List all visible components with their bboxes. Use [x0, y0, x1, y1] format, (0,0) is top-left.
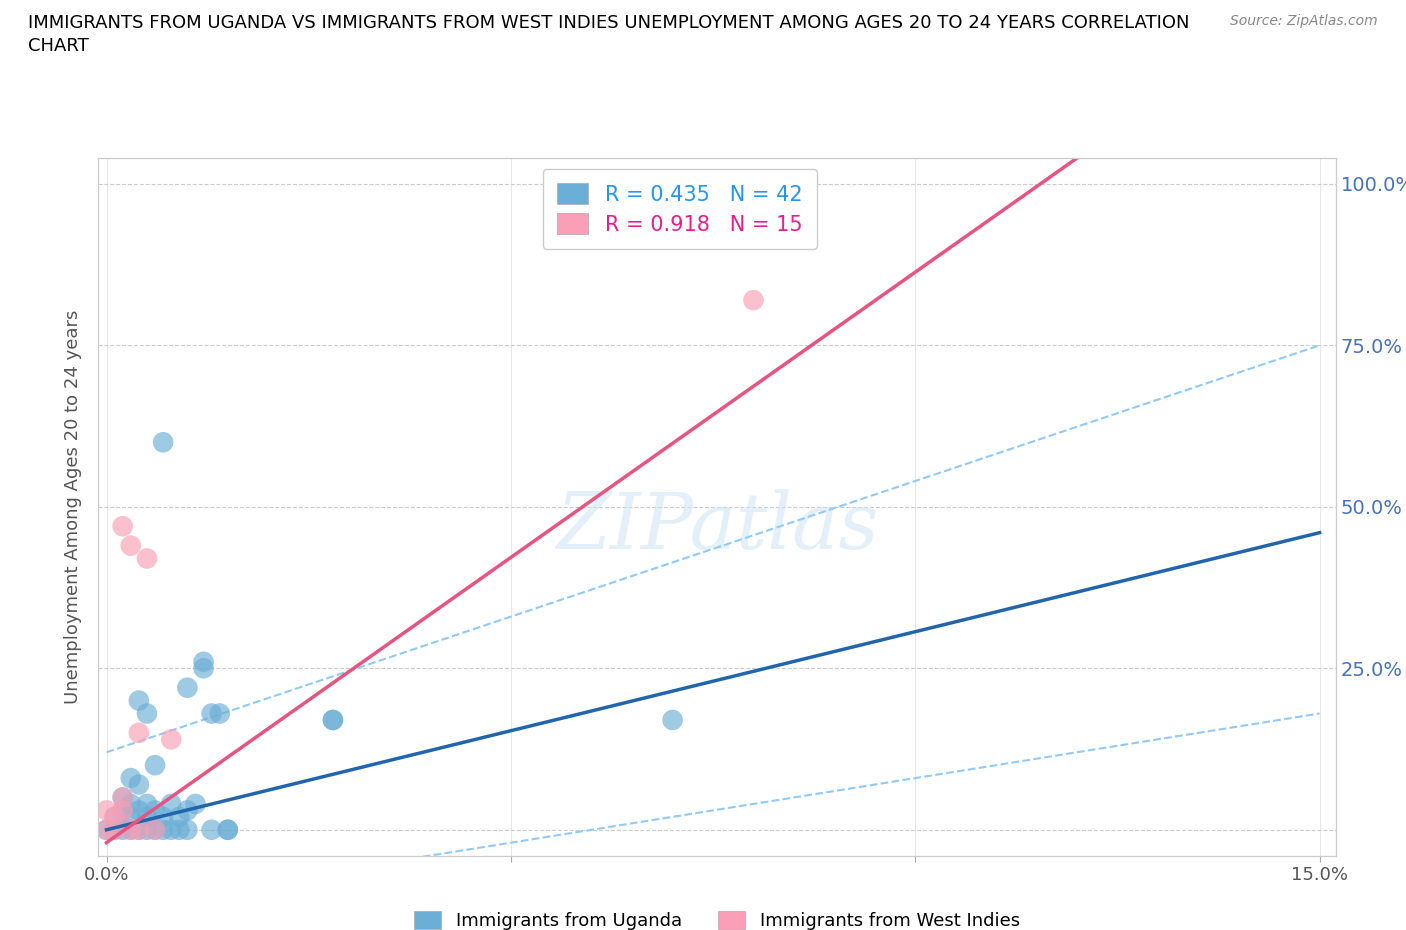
Point	[160, 796, 183, 811]
Point	[96, 822, 118, 837]
Point	[96, 822, 118, 837]
Point	[143, 822, 166, 837]
Point	[111, 803, 134, 817]
Point	[322, 712, 344, 727]
Point	[176, 803, 198, 817]
Point	[128, 777, 150, 792]
Point	[176, 680, 198, 695]
Point	[120, 822, 142, 837]
Point	[143, 803, 166, 817]
Text: CHART: CHART	[28, 37, 89, 55]
Point	[136, 706, 159, 721]
Point	[111, 803, 134, 817]
Legend: Immigrants from Uganda, Immigrants from West Indies: Immigrants from Uganda, Immigrants from …	[408, 903, 1026, 930]
Point	[217, 822, 239, 837]
Point	[136, 822, 159, 837]
Point	[104, 822, 127, 837]
Point	[208, 706, 231, 721]
Point	[160, 822, 183, 837]
Point	[111, 519, 134, 534]
Point	[136, 551, 159, 566]
Point	[120, 796, 142, 811]
Point	[322, 712, 344, 727]
Point	[152, 822, 174, 837]
Point	[104, 809, 127, 824]
Text: ZIPatlas: ZIPatlas	[555, 489, 879, 566]
Point	[143, 758, 166, 773]
Point	[742, 293, 765, 308]
Point	[120, 771, 142, 786]
Point	[104, 822, 127, 837]
Point	[136, 809, 159, 824]
Point	[111, 790, 134, 805]
Point	[128, 693, 150, 708]
Text: IMMIGRANTS FROM UGANDA VS IMMIGRANTS FROM WEST INDIES UNEMPLOYMENT AMONG AGES 20: IMMIGRANTS FROM UGANDA VS IMMIGRANTS FRO…	[28, 14, 1189, 32]
Point	[201, 706, 224, 721]
Y-axis label: Unemployment Among Ages 20 to 24 years: Unemployment Among Ages 20 to 24 years	[65, 310, 83, 704]
Point	[193, 661, 215, 676]
Point	[128, 822, 150, 837]
Point	[111, 790, 134, 805]
Point	[169, 822, 191, 837]
Point	[111, 822, 134, 837]
Point	[120, 538, 142, 553]
Point	[217, 822, 239, 837]
Point	[176, 822, 198, 837]
Point	[661, 712, 683, 727]
Point	[160, 732, 183, 747]
Point	[193, 655, 215, 670]
Point	[128, 725, 150, 740]
Point	[143, 822, 166, 837]
Point	[201, 822, 224, 837]
Point	[152, 435, 174, 450]
Point	[152, 809, 174, 824]
Point	[128, 803, 150, 817]
Text: Source: ZipAtlas.com: Source: ZipAtlas.com	[1230, 14, 1378, 28]
Point	[120, 809, 142, 824]
Point	[104, 809, 127, 824]
Point	[184, 796, 207, 811]
Point	[120, 822, 142, 837]
Point	[136, 796, 159, 811]
Point	[128, 822, 150, 837]
Point	[96, 803, 118, 817]
Point	[169, 809, 191, 824]
